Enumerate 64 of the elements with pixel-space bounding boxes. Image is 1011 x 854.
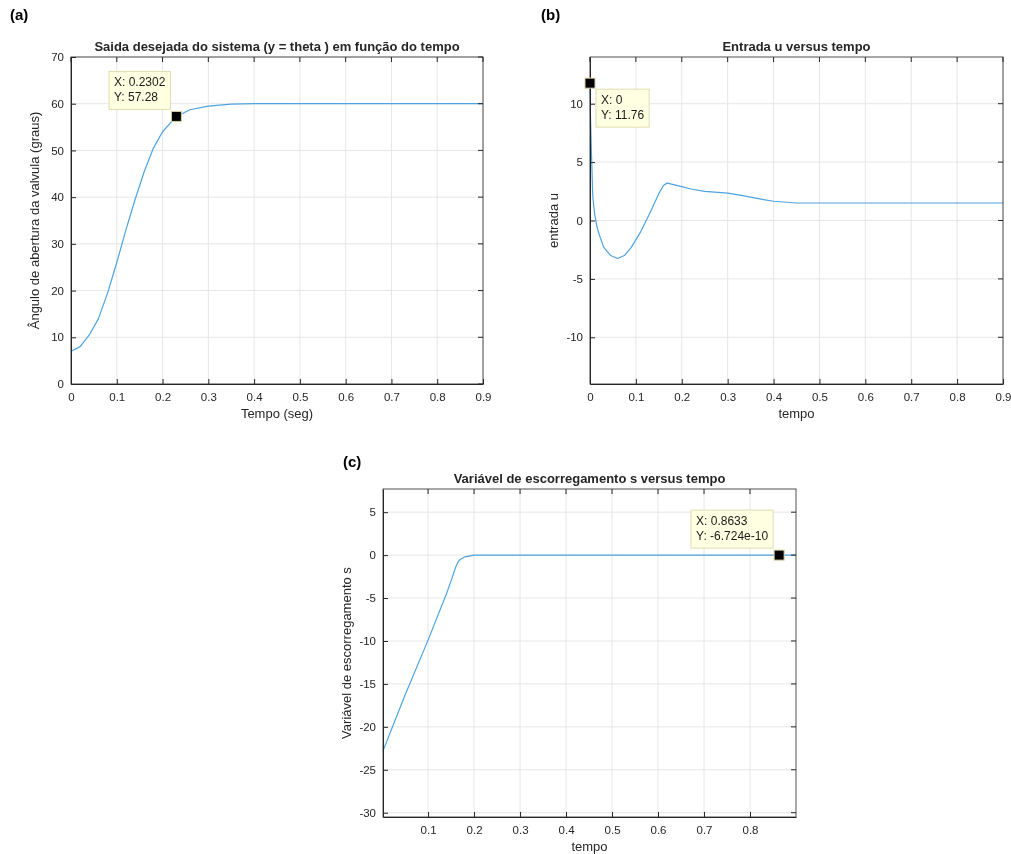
y-tick-label: -10: [566, 331, 583, 344]
x-tick-label: 0.8: [742, 824, 759, 837]
x-tick-label: 0.2: [674, 391, 691, 404]
x-tick-label: 0.6: [650, 824, 667, 837]
y-tick-label: 40: [51, 191, 64, 204]
y-tick-label: 10: [51, 331, 64, 344]
x-tick-label: 0.3: [720, 391, 737, 404]
y-tick-label: -20: [359, 721, 376, 734]
x-tick-label: 0.4: [766, 391, 783, 404]
x-tick-label: 0.7: [383, 391, 400, 404]
y-tick-label: -30: [359, 806, 376, 819]
y-tick-label: 0: [369, 549, 376, 562]
x-tick-label: 0.1: [109, 391, 126, 404]
x-tick-label: 0.3: [512, 824, 529, 837]
x-tick-label: 0.4: [558, 824, 576, 837]
x-tick-label: 0.6: [338, 391, 355, 404]
annotation: X: 0.2302 Y: 57.28: [114, 75, 166, 105]
x-axis-title: tempo: [571, 839, 608, 854]
y-tick-label: -25: [359, 763, 376, 776]
y-tick-label: 20: [51, 284, 64, 297]
y-tick-label: 10: [570, 97, 583, 110]
x-tick-label: 0.6: [857, 391, 874, 404]
x-tick-label: 0.4: [246, 391, 264, 404]
y-tick-label: 5: [576, 156, 583, 169]
y-tick-label: -10: [359, 635, 376, 648]
chart-title: Variável de escorregamento s versus tempo: [453, 471, 726, 486]
x-axis-title: tempo: [778, 406, 815, 421]
text: (c): [343, 453, 362, 470]
y-tick-label: -15: [359, 678, 376, 691]
x-tick-label: 0.7: [696, 824, 713, 837]
y-axis-title: entrada u: [546, 193, 561, 248]
x-tick-label: 0: [587, 391, 594, 404]
x-tick-label: 0: [68, 391, 75, 404]
x-tick-label: 0.5: [604, 824, 621, 837]
annotation: X: 0.8633 Y: -6.724e-10: [696, 514, 769, 544]
y-tick-label: 70: [51, 51, 64, 64]
y-tick-label: -5: [365, 592, 376, 605]
y-tick-label: 0: [57, 378, 64, 391]
chart-title: Saida desejada do sistema (y = theta ) em função do tempo: [94, 39, 460, 54]
x-tick-label: 0.9: [995, 391, 1011, 404]
x-tick-label: 0.5: [811, 391, 828, 404]
x-axis-title: Tempo (seg): [240, 406, 314, 421]
x-tick-label: 0.2: [155, 391, 172, 404]
y-tick-label: 0: [576, 214, 583, 227]
x-tick-label: 0.9: [475, 391, 492, 404]
x-tick-label: 0.2: [466, 824, 483, 837]
annotation: X: 0 Y: 11.76: [601, 93, 645, 123]
text: (b): [541, 6, 561, 23]
x-tick-label: 0.5: [292, 391, 309, 404]
x-tick-label: 0.1: [628, 391, 645, 404]
x-tick-label: 0.3: [200, 391, 217, 404]
x-tick-label: 0.7: [903, 391, 920, 404]
x-tick-label: 0.8: [429, 391, 446, 404]
y-axis-title: Ângulo de abertura da valvula (graus): [27, 111, 42, 330]
y-axis-title: Variável de escorregamento s: [339, 566, 354, 739]
text: (a): [10, 6, 29, 23]
x-tick-label: 0.1: [420, 824, 437, 837]
y-tick-label: 30: [51, 238, 64, 251]
y-tick-label: 60: [51, 97, 64, 110]
x-tick-label: 0.8: [949, 391, 966, 404]
y-tick-label: 5: [369, 506, 376, 519]
y-tick-label: -5: [572, 273, 583, 286]
y-tick-label: 50: [51, 144, 64, 157]
chart-title: Entrada u versus tempo: [722, 39, 871, 54]
